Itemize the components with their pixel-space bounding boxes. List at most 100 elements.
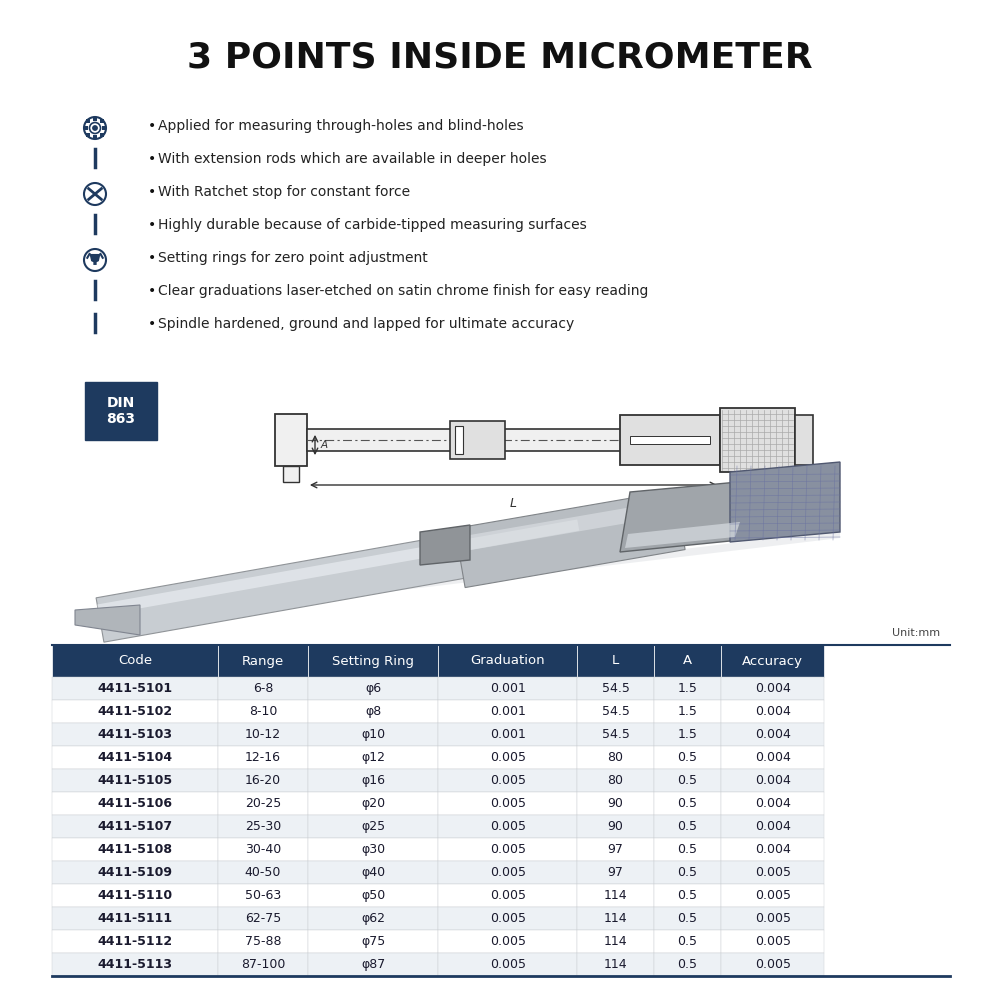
Bar [438, 884, 577, 907]
Text: 114: 114 [604, 935, 627, 948]
Text: 4411-5113: 4411-5113 [98, 958, 173, 971]
Bar [577, 953, 654, 976]
Text: L: L [510, 497, 517, 510]
Bar [577, 861, 654, 884]
Bar [654, 746, 721, 769]
Text: With extension rods which are available in deeper holes: With extension rods which are available … [158, 152, 547, 166]
Bar [218, 861, 308, 884]
Bar [85, 382, 157, 440]
Text: 0.004: 0.004 [755, 774, 791, 787]
Text: 62-75: 62-75 [245, 912, 281, 925]
Bar [721, 953, 824, 976]
Bar [438, 907, 577, 930]
Bar [654, 907, 721, 930]
Bar [577, 930, 654, 953]
Text: 114: 114 [604, 912, 627, 925]
Text: φ87: φ87 [361, 958, 385, 971]
Text: •: • [148, 185, 156, 199]
Text: φ50: φ50 [361, 889, 385, 902]
Text: 12-16: 12-16 [245, 751, 281, 764]
Text: φ75: φ75 [361, 935, 385, 948]
Bar [308, 769, 438, 792]
Text: φ6: φ6 [365, 682, 381, 695]
Bar [308, 677, 438, 700]
Bar [102, 126, 106, 130]
Text: •: • [148, 251, 156, 265]
Bar [721, 884, 824, 907]
Text: 0.005: 0.005 [490, 751, 526, 764]
Text: L: L [612, 654, 619, 668]
Bar [52, 838, 218, 861]
Bar [577, 838, 654, 861]
Text: 0.001: 0.001 [490, 705, 526, 718]
Text: •: • [148, 218, 156, 232]
Bar [577, 907, 654, 930]
Text: 0.005: 0.005 [490, 866, 526, 879]
Bar [218, 884, 308, 907]
Text: Highly durable because of carbide-tipped measuring surfaces: Highly durable because of carbide-tipped… [158, 218, 587, 232]
Bar [654, 792, 721, 815]
Text: 0.5: 0.5 [677, 774, 697, 787]
Bar [577, 677, 654, 700]
Text: 0.5: 0.5 [677, 935, 697, 948]
Bar [218, 907, 308, 930]
Text: 16-20: 16-20 [245, 774, 281, 787]
Polygon shape [420, 525, 470, 565]
Text: 3 POINTS INSIDE MICROMETER: 3 POINTS INSIDE MICROMETER [187, 40, 813, 74]
Bar [52, 907, 218, 930]
Bar [52, 861, 218, 884]
Bar [86, 133, 90, 137]
Text: 54.5: 54.5 [602, 728, 629, 741]
Bar [218, 700, 308, 723]
Text: 8-10: 8-10 [249, 705, 277, 718]
Text: 0.5: 0.5 [677, 751, 697, 764]
Bar [218, 769, 308, 792]
Bar [52, 700, 218, 723]
Text: •: • [148, 317, 156, 331]
Text: 0.005: 0.005 [490, 958, 526, 971]
Bar [577, 815, 654, 838]
Text: 0.5: 0.5 [677, 843, 697, 856]
Text: Setting rings for zero point adjustment: Setting rings for zero point adjustment [158, 251, 428, 265]
Bar [438, 645, 577, 677]
Text: 0.005: 0.005 [755, 889, 791, 902]
Bar [308, 838, 438, 861]
Bar [721, 645, 824, 677]
Text: 0.004: 0.004 [755, 820, 791, 833]
Text: φ40: φ40 [361, 866, 385, 879]
Text: 0.004: 0.004 [755, 797, 791, 810]
Text: A: A [321, 440, 328, 450]
Text: 4411-5102: 4411-5102 [98, 705, 173, 718]
Text: 80: 80 [607, 751, 623, 764]
Text: 90: 90 [608, 797, 623, 810]
Polygon shape [625, 522, 740, 548]
Text: 0.004: 0.004 [755, 751, 791, 764]
Text: φ16: φ16 [361, 774, 385, 787]
Bar [100, 133, 104, 137]
Bar [218, 723, 308, 746]
Text: Graduation: Graduation [470, 654, 545, 668]
Text: 0.005: 0.005 [755, 866, 791, 879]
Bar [438, 930, 577, 953]
Bar [654, 884, 721, 907]
Text: 10-12: 10-12 [245, 728, 281, 741]
Text: Setting Ring: Setting Ring [332, 654, 414, 668]
Text: 97: 97 [608, 866, 623, 879]
Circle shape [93, 126, 97, 130]
Bar [84, 126, 88, 130]
Text: 90: 90 [608, 820, 623, 833]
Bar [721, 746, 824, 769]
Bar [308, 815, 438, 838]
Text: 1.5: 1.5 [677, 705, 697, 718]
Text: φ62: φ62 [361, 912, 385, 925]
Text: 0.004: 0.004 [755, 728, 791, 741]
Text: 40-50: 40-50 [245, 866, 281, 879]
Text: 4411-5103: 4411-5103 [98, 728, 173, 741]
Text: 4411-5104: 4411-5104 [98, 751, 173, 764]
Text: 0.005: 0.005 [490, 843, 526, 856]
Text: Code: Code [118, 654, 152, 668]
Bar [620, 415, 720, 465]
Bar [52, 645, 218, 677]
Text: •: • [148, 152, 156, 166]
Polygon shape [97, 519, 579, 616]
